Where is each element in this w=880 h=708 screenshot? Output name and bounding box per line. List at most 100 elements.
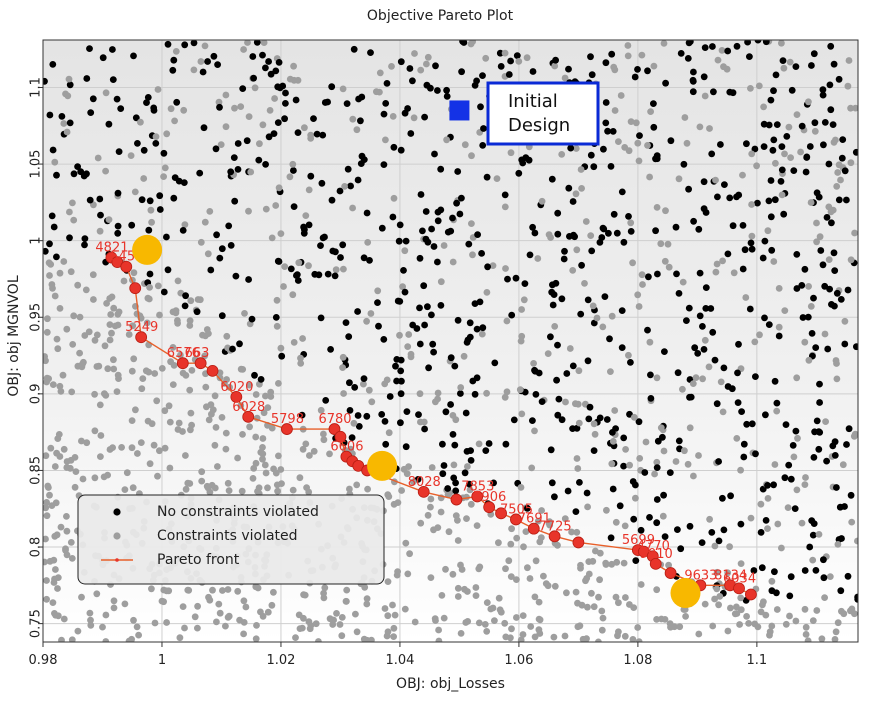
violated-design-point	[78, 593, 85, 601]
x-tick-label: 1	[158, 653, 166, 668]
feasible-design-point	[531, 366, 538, 374]
violated-design-point	[574, 465, 582, 472]
feasible-design-point	[759, 254, 767, 262]
feasible-design-point	[765, 121, 773, 129]
feasible-design-point	[708, 150, 716, 158]
violated-design-point	[847, 159, 855, 167]
violated-design-point	[59, 371, 67, 379]
feasible-design-point	[779, 57, 787, 64]
violated-design-point	[536, 538, 544, 546]
feasible-design-point	[765, 197, 773, 205]
violated-design-point	[427, 574, 435, 581]
pareto-point	[527, 522, 540, 535]
violated-design-point	[226, 383, 234, 391]
violated-design-point	[495, 539, 502, 547]
feasible-design-point	[310, 115, 317, 122]
feasible-design-point	[835, 196, 843, 204]
violated-design-point	[118, 444, 125, 451]
violated-design-point	[588, 589, 595, 597]
violated-design-point	[786, 612, 793, 620]
violated-design-point	[575, 367, 583, 375]
feasible-design-point	[785, 461, 793, 469]
violated-design-point	[851, 430, 858, 438]
feasible-design-point	[146, 270, 154, 278]
violated-design-point	[103, 300, 110, 307]
violated-design-point	[384, 612, 392, 620]
violated-design-point	[551, 582, 559, 590]
violated-design-point	[381, 605, 389, 612]
violated-design-point	[683, 139, 691, 147]
feasible-design-point	[402, 443, 410, 451]
feasible-design-point	[345, 333, 353, 340]
pareto-point	[176, 357, 189, 370]
violated-design-point	[365, 386, 373, 394]
violated-design-point	[51, 158, 59, 166]
violated-design-point	[406, 550, 413, 558]
feasible-design-point	[337, 254, 344, 261]
violated-design-point	[87, 621, 95, 629]
feasible-design-point	[231, 197, 239, 205]
violated-design-point	[507, 540, 515, 548]
violated-design-point	[589, 302, 597, 310]
violated-design-point	[48, 502, 56, 509]
violated-design-point	[390, 624, 398, 632]
violated-design-point	[493, 175, 501, 183]
feasible-design-point	[524, 504, 531, 512]
violated-design-point	[813, 238, 820, 246]
violated-design-point	[528, 464, 536, 472]
violated-design-point	[211, 441, 219, 449]
violated-design-point	[260, 40, 268, 46]
violated-design-point	[469, 40, 476, 45]
violated-design-point	[368, 636, 375, 642]
feasible-design-point	[339, 241, 347, 249]
violated-design-point	[246, 423, 254, 431]
feasible-design-point	[700, 178, 708, 186]
violated-design-point	[79, 360, 86, 368]
feasible-design-point	[401, 288, 409, 296]
feasible-design-point	[792, 427, 800, 435]
feasible-design-point	[483, 173, 491, 181]
feasible-design-point	[652, 227, 659, 235]
feasible-design-point	[171, 174, 179, 182]
violated-design-point	[760, 598, 767, 606]
feasible-design-point	[354, 412, 362, 419]
violated-design-point	[320, 436, 328, 444]
violated-design-point	[839, 461, 847, 469]
violated-design-point	[428, 464, 436, 471]
violated-design-point	[582, 218, 590, 225]
feasible-design-point	[758, 564, 766, 572]
violated-design-point	[90, 296, 97, 303]
violated-design-point	[137, 118, 144, 126]
feasible-design-point	[740, 453, 748, 461]
violated-design-point	[177, 351, 184, 359]
feasible-design-point	[262, 161, 269, 168]
violated-design-point	[538, 507, 545, 514]
feasible-design-point	[491, 359, 499, 367]
pareto-point-label: 7725	[539, 519, 572, 534]
feasible-design-point	[646, 514, 653, 521]
violated-design-point	[577, 166, 585, 173]
violated-design-point	[679, 278, 687, 286]
violated-design-point	[179, 369, 187, 377]
feasible-design-point	[250, 74, 257, 82]
violated-design-point	[191, 613, 199, 621]
feasible-design-point	[788, 86, 796, 94]
feasible-design-point	[115, 148, 123, 156]
violated-design-point	[131, 188, 139, 196]
feasible-design-point	[278, 352, 286, 360]
feasible-design-point	[431, 150, 438, 158]
violated-design-point	[625, 351, 632, 359]
feasible-design-point	[715, 458, 722, 465]
violated-design-point	[450, 461, 458, 469]
feasible-design-point	[282, 89, 289, 97]
pareto-point-label: 6020	[220, 380, 253, 395]
violated-design-point	[410, 114, 418, 122]
violated-design-point	[851, 229, 858, 237]
violated-design-point	[848, 518, 856, 526]
violated-design-point	[681, 114, 689, 121]
violated-design-point	[333, 610, 340, 617]
violated-design-point	[502, 565, 509, 573]
violated-design-point	[462, 619, 470, 626]
violated-design-point	[467, 500, 475, 508]
feasible-design-point	[324, 270, 332, 278]
